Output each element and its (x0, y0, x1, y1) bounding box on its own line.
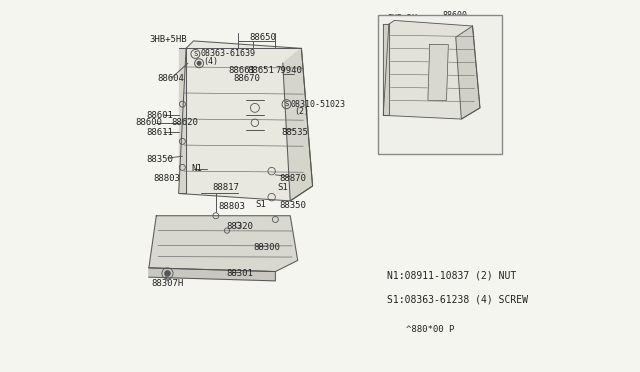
Text: 88535: 88535 (281, 128, 308, 137)
Polygon shape (283, 48, 312, 201)
Polygon shape (149, 268, 275, 281)
Text: 88350: 88350 (279, 201, 306, 210)
Text: 88803: 88803 (154, 174, 180, 183)
Text: 88620: 88620 (172, 118, 198, 127)
Circle shape (164, 270, 170, 276)
Text: S1:08363-61238 (4) SCREW: S1:08363-61238 (4) SCREW (387, 295, 528, 304)
Text: 88601: 88601 (147, 111, 173, 120)
Text: N1:08911-10837 (2) NUT: N1:08911-10837 (2) NUT (387, 270, 516, 280)
Text: S: S (284, 101, 289, 107)
Text: 79940: 79940 (275, 66, 302, 75)
Bar (378, 15, 502, 154)
Polygon shape (456, 26, 480, 119)
Text: (2): (2) (294, 107, 309, 116)
Text: 88670: 88670 (234, 74, 260, 83)
Text: 88611: 88611 (147, 128, 173, 137)
Text: 88870: 88870 (279, 174, 306, 183)
Polygon shape (383, 20, 480, 119)
Text: S1: S1 (255, 200, 266, 209)
Text: 88606E: 88606E (454, 124, 484, 133)
Text: 88300: 88300 (253, 243, 280, 252)
Text: 88817: 88817 (212, 183, 239, 192)
Text: S: S (193, 51, 198, 57)
Text: 88604: 88604 (157, 74, 184, 83)
Text: 3HB>DX: 3HB>DX (388, 14, 418, 23)
Text: S1: S1 (277, 183, 288, 192)
Text: N1: N1 (191, 164, 202, 173)
Text: 88350: 88350 (147, 155, 173, 164)
Text: S1: S1 (467, 70, 477, 79)
Text: (4): (4) (203, 57, 218, 66)
Text: 88601: 88601 (452, 29, 477, 38)
Text: 88320: 88320 (227, 222, 253, 231)
Text: 88650: 88650 (250, 33, 276, 42)
Text: 08310-51023: 08310-51023 (291, 100, 346, 109)
Text: 88803: 88803 (219, 202, 246, 211)
Text: 88301: 88301 (227, 269, 253, 278)
Text: 88651: 88651 (248, 66, 275, 75)
Text: 88611: 88611 (402, 29, 427, 38)
Text: 88307H: 88307H (152, 279, 184, 288)
Polygon shape (179, 41, 312, 201)
Circle shape (468, 110, 474, 116)
Polygon shape (179, 48, 186, 193)
Polygon shape (383, 24, 389, 115)
Polygon shape (428, 45, 449, 100)
Text: 08363-61639: 08363-61639 (200, 49, 255, 58)
Text: ^880*00 P: ^880*00 P (406, 325, 454, 334)
Polygon shape (149, 216, 298, 272)
Text: 88661: 88661 (229, 66, 256, 75)
Text: 88620: 88620 (435, 19, 460, 28)
Text: 88600: 88600 (136, 118, 163, 127)
Circle shape (197, 61, 202, 65)
Text: 88600: 88600 (443, 12, 468, 20)
Text: 3HB+5HB: 3HB+5HB (149, 35, 186, 44)
